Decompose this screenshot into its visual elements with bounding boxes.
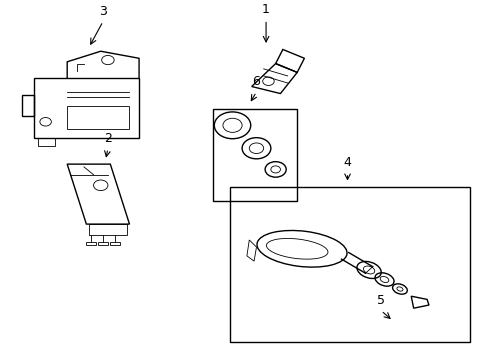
Text: 3: 3 [99, 5, 107, 18]
Text: 2: 2 [104, 132, 112, 145]
Bar [230, 187, 469, 342]
Text: 6: 6 [252, 75, 260, 88]
Text: 5: 5 [376, 294, 384, 307]
Text: 1: 1 [262, 3, 269, 16]
Text: 4: 4 [343, 156, 351, 170]
Bar [213, 109, 297, 201]
